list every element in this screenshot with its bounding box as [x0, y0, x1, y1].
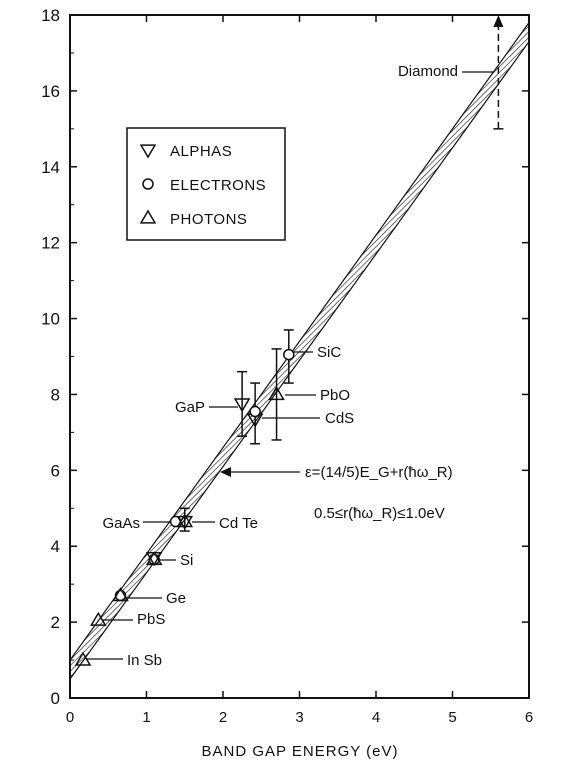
x-tick-label: 6 [525, 709, 533, 726]
equation-annotation: ε=(14/5)E_G+r(ħω_R) 0.5≤r(ħω_R)≤1.0eV [220, 464, 453, 522]
hatched-band [70, 22, 529, 680]
equation-arrowhead [220, 467, 231, 477]
y-tick-label: 2 [51, 613, 60, 632]
error-bar-arrowhead [493, 15, 504, 27]
point-label-pbo: PbO [320, 387, 350, 404]
legend-label-alphas: ALPHAS [170, 143, 232, 160]
data-point-pbo-up-triangle [268, 385, 285, 401]
y-tick-label: 18 [41, 6, 60, 25]
y-tick-label: 8 [51, 385, 60, 404]
point-label-diamond: Diamond [398, 63, 458, 80]
point-label-gap: GaP [175, 399, 205, 416]
x-tick-label: 1 [142, 709, 150, 726]
y-tick-label: 12 [41, 234, 60, 253]
x-tick-label: 3 [295, 709, 303, 726]
legend-marker-electrons [142, 178, 154, 190]
band-equation: ε=(14/5)E_G+r(ħω_R) [305, 464, 453, 481]
legend-items: ALPHAS ELECTRONS PHOTONS [139, 143, 266, 228]
band-constraint: 0.5≤r(ħω_R)≤1.0eV [314, 505, 445, 522]
legend-marker-alphas [139, 144, 157, 159]
x-tick-label: 0 [66, 709, 74, 726]
legend-marker-photons [139, 209, 157, 224]
data-point-ge-up-triangle [112, 587, 129, 602]
point-label-cd-te: Cd Te [219, 515, 258, 532]
data-point-cdte-up-triangle [176, 513, 194, 528]
legend-label-photons: PHOTONS [170, 211, 247, 228]
band-upper-edge [69, 22, 530, 661]
point-label-si: Si [180, 552, 193, 569]
point-label-sic: SiC [317, 344, 341, 361]
y-tick-label: 4 [51, 537, 60, 556]
band-layer [69, 22, 530, 680]
data-point-cdte-down-triangle [176, 515, 194, 531]
legend: ALPHAS ELECTRONS PHOTONS [126, 127, 286, 241]
y-tick-label: 6 [51, 461, 60, 480]
y-tick-label: 0 [51, 689, 60, 708]
band-lower-edge [69, 41, 530, 680]
x-axis-label: BAND GAP ENERGY (eV) [202, 743, 399, 760]
data-point-gap-down-triangle [233, 398, 251, 413]
y-tick-label: 16 [41, 82, 60, 101]
point-label-in-sb: In Sb [127, 652, 162, 669]
y-tick-label: 14 [41, 158, 60, 177]
point-label-cds: CdS [325, 410, 354, 427]
point-label-gaas: GaAs [102, 515, 140, 532]
y-tick-label: 10 [41, 310, 60, 329]
point-label-ge: Ge [166, 590, 186, 607]
legend-label-electrons: ELECTRONS [170, 177, 266, 194]
points-layer [74, 348, 295, 666]
point-label-pbs: PbS [137, 611, 165, 628]
x-tick-label: 4 [372, 709, 380, 726]
data-point-pbs-up-triangle [89, 611, 107, 626]
data-point-cds-circle [249, 405, 261, 418]
x-tick-label: 2 [219, 709, 227, 726]
x-tick-label: 5 [448, 709, 456, 726]
data-point-sic-circle [283, 348, 295, 361]
data-point-si-up-triangle [145, 551, 163, 566]
data-point-insb-up-triangle [74, 651, 92, 666]
